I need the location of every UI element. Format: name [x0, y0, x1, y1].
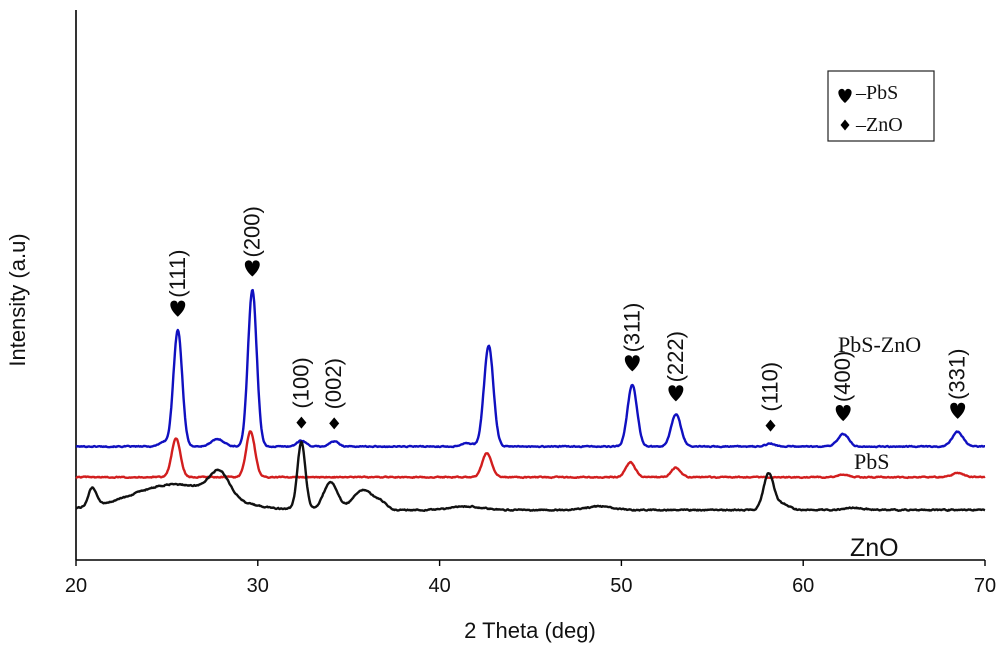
x-tick-label: 70 [974, 575, 996, 597]
heart-marker-icon [950, 402, 966, 419]
heart-marker-icon [170, 300, 186, 317]
series-layer [75, 288, 986, 512]
peak-label: (111) [165, 250, 190, 298]
peak-label: (222) [663, 331, 688, 382]
legend-label-zno: –ZnO [855, 114, 903, 136]
peak-label: (200) [239, 206, 264, 257]
diamond-marker-icon [296, 416, 307, 429]
diamond-marker-icon [329, 417, 340, 430]
x-tick-label: 20 [65, 575, 87, 597]
x-axis-label: 2 Theta (deg) [464, 618, 596, 643]
x-tick-label: 60 [792, 575, 814, 597]
y-axis-label: Intensity (a.u) [5, 233, 30, 366]
series-line-pbs-zno [75, 288, 986, 449]
plot-area: 20 30 40 50 60 70 (111) (200) (100) (002) (311) (2… [65, 10, 996, 597]
heart-marker-icon [835, 405, 851, 422]
legend-label-pbs: –PbS [855, 82, 898, 104]
peak-label: (400) [830, 351, 855, 402]
x-tick-label: 40 [428, 575, 450, 597]
legend: –PbS –ZnO [827, 70, 935, 142]
heart-marker-icon [244, 260, 260, 277]
peak-label: (100) [288, 357, 313, 408]
x-tick-label: 30 [247, 575, 269, 597]
peak-label: (311) [619, 303, 644, 353]
diamond-marker-icon [765, 419, 776, 432]
legend-diamond-icon [840, 119, 850, 131]
heart-marker-icon [624, 355, 640, 372]
series-line-pbs [75, 430, 986, 480]
sample-label-pbs: PbS [854, 449, 889, 474]
sample-label-zno: ZnO [850, 534, 899, 562]
sample-label-pbs-zno: PbS-ZnO [838, 332, 921, 357]
x-ticks: 20 30 40 50 60 70 [65, 560, 996, 597]
x-tick-label: 50 [610, 575, 632, 597]
heart-marker-icon [668, 385, 684, 402]
series-line-zno [75, 440, 986, 512]
peak-label: (110) [758, 362, 783, 412]
peak-label: (002) [321, 358, 346, 409]
peak-label: (331) [945, 349, 970, 400]
annotation-layer: (111) (200) (100) (002) (311) (222) (110) (400)… [165, 206, 970, 432]
legend-heart-icon [838, 88, 852, 103]
